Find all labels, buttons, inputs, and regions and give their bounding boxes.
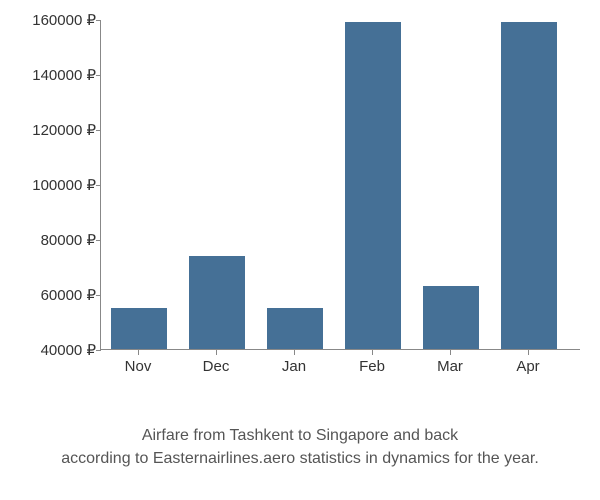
chart-caption: Airfare from Tashkent to Singapore and b…	[0, 425, 600, 470]
bar	[267, 308, 323, 349]
x-tick-mark	[372, 350, 373, 355]
x-tick-label: Jan	[282, 358, 306, 375]
bar-chart: 40000 ₽60000 ₽80000 ₽100000 ₽120000 ₽140…	[100, 20, 580, 380]
x-tick-mark	[294, 350, 295, 355]
x-tick-label: Dec	[203, 358, 230, 375]
y-tick-label: 60000 ₽	[11, 286, 96, 304]
y-tick-mark	[96, 240, 101, 241]
bar	[111, 308, 167, 349]
y-tick-mark	[96, 185, 101, 186]
y-tick-label: 140000 ₽	[11, 66, 96, 84]
y-tick-label: 160000 ₽	[11, 11, 96, 29]
y-tick-mark	[96, 130, 101, 131]
y-tick-mark	[96, 295, 101, 296]
x-tick-mark	[450, 350, 451, 355]
y-tick-mark	[96, 350, 101, 351]
plot-area: 40000 ₽60000 ₽80000 ₽100000 ₽120000 ₽140…	[100, 20, 580, 350]
x-tick-mark	[216, 350, 217, 355]
bar	[423, 286, 479, 349]
y-tick-mark	[96, 75, 101, 76]
y-tick-label: 120000 ₽	[11, 121, 96, 139]
bar	[501, 22, 557, 349]
x-tick-label: Apr	[516, 358, 539, 375]
x-tick-mark	[138, 350, 139, 355]
y-tick-mark	[96, 20, 101, 21]
bar	[345, 22, 401, 349]
x-tick-label: Nov	[125, 358, 152, 375]
x-tick-label: Feb	[359, 358, 385, 375]
caption-line-1: Airfare from Tashkent to Singapore and b…	[0, 425, 600, 447]
y-tick-label: 100000 ₽	[11, 176, 96, 194]
x-tick-label: Mar	[437, 358, 463, 375]
bar	[189, 256, 245, 350]
x-tick-mark	[528, 350, 529, 355]
caption-line-2: according to Easternairlines.aero statis…	[0, 448, 600, 470]
y-tick-label: 40000 ₽	[11, 341, 96, 359]
y-tick-label: 80000 ₽	[11, 231, 96, 249]
